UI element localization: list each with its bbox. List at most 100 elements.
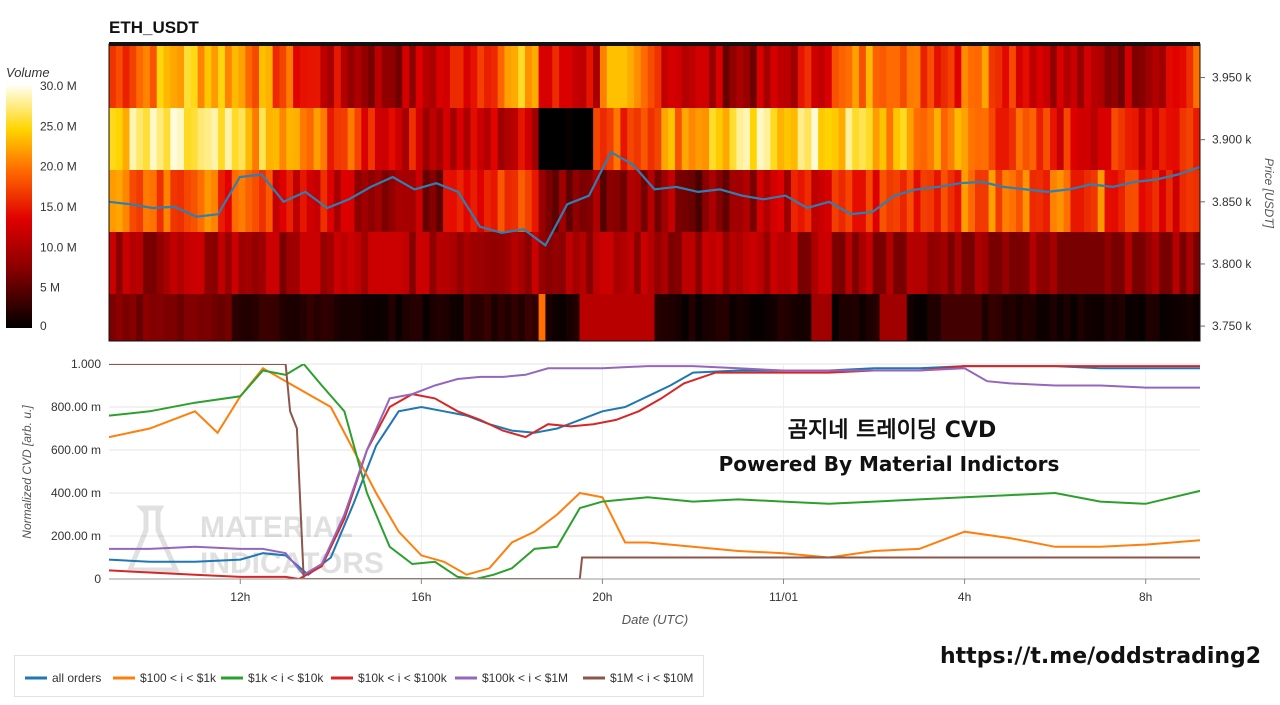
- heatmap-cell: [565, 232, 574, 294]
- heatmap-cell: [961, 46, 969, 108]
- heatmap-cell: [204, 46, 212, 108]
- heatmap-cell: [381, 232, 390, 294]
- heatmap-cell: [1077, 170, 1085, 232]
- heatmap-cell: [136, 108, 144, 170]
- heatmap-cell: [484, 170, 492, 232]
- heatmap-cell: [1043, 294, 1051, 341]
- heatmap-cell: [320, 46, 328, 108]
- heatmap-cell: [443, 294, 451, 341]
- heatmap-cell: [504, 46, 512, 108]
- heatmap-cell: [422, 232, 431, 294]
- heatmap-cell: [368, 108, 376, 170]
- heatmap-cell: [879, 294, 887, 341]
- heatmap-cell: [1043, 46, 1051, 108]
- heatmap-cell: [477, 232, 485, 294]
- heatmap-cell: [177, 294, 185, 341]
- heatmap-cell: [845, 46, 853, 108]
- heatmap-cell: [1118, 170, 1126, 232]
- heatmap-cell: [443, 232, 451, 294]
- heatmap-cell: [518, 294, 526, 341]
- heatmap-cell: [852, 294, 860, 341]
- heatmap-cell: [899, 170, 908, 232]
- heatmap-cell: [265, 108, 274, 170]
- cvd-series-line: [109, 365, 1200, 576]
- heatmap-cell: [456, 294, 465, 341]
- heatmap-cell: [661, 232, 669, 294]
- heatmap-cell: [1097, 294, 1106, 341]
- heatmap-cell: [313, 294, 321, 341]
- heatmap-cell: [1002, 108, 1010, 170]
- heatmap-cell: [722, 108, 731, 170]
- heatmap-cell: [1138, 294, 1147, 341]
- heatmap-cell: [661, 170, 669, 232]
- heatmap-cell: [259, 170, 267, 232]
- heatmap-cell: [334, 46, 342, 108]
- chart-title: ETH_USDT: [109, 18, 199, 37]
- heatmap-cell: [968, 232, 976, 294]
- heatmap-cell: [1090, 46, 1099, 108]
- heatmap-cell: [463, 108, 471, 170]
- price-axis: 3.750 k 3.800 k 3.850 k 3.900 k 3.950 k: [1200, 71, 1252, 333]
- heatmap-cell: [204, 170, 212, 232]
- heatmap-cell: [190, 170, 199, 232]
- heatmap-cell: [620, 294, 628, 341]
- heatmap-cell: [409, 46, 417, 108]
- heatmap-cell: [770, 108, 778, 170]
- heatmap-cell: [838, 294, 847, 341]
- cvd-y-tick-label: 400.00 m: [51, 486, 101, 500]
- watermark-text: MATERIAL: [200, 511, 353, 544]
- heatmap-cell: [368, 294, 376, 341]
- heatmap-cell: [429, 108, 437, 170]
- heatmap-cell: [436, 294, 444, 341]
- heatmap-cell: [395, 170, 403, 232]
- heatmap-cell: [790, 108, 799, 170]
- heatmap-cell: [559, 108, 567, 170]
- heatmap-cell: [1111, 232, 1119, 294]
- heatmap-cell: [886, 232, 894, 294]
- heatmap-cell: [218, 108, 226, 170]
- heatmap-cell: [722, 294, 731, 341]
- heatmap-cell: [899, 46, 908, 108]
- heatmap-cell: [170, 170, 178, 232]
- heatmap-cell: [1145, 294, 1153, 341]
- heatmap-cell: [1009, 46, 1017, 108]
- heatmap-cell: [1118, 108, 1126, 170]
- heatmap-cell: [688, 108, 697, 170]
- heatmap-cell: [1159, 232, 1167, 294]
- heatmap-cell: [470, 170, 478, 232]
- heatmap-cell: [1111, 170, 1119, 232]
- heatmap-cell: [770, 170, 778, 232]
- heatmap-cell: [913, 232, 922, 294]
- heatmap-cell: [415, 294, 424, 341]
- heatmap-cell: [1159, 294, 1167, 341]
- price-tick-label: 3.900 k: [1212, 133, 1252, 147]
- heatmap-cell: [565, 108, 574, 170]
- heatmap-cell: [695, 232, 703, 294]
- cvd-x-tick-label: 4h: [958, 590, 971, 604]
- heatmap-cell: [995, 294, 1003, 341]
- heatmap-cell: [1145, 170, 1153, 232]
- heatmap-cell: [784, 108, 792, 170]
- heatmap-cell: [715, 108, 724, 170]
- heatmap-cell: [368, 232, 376, 294]
- heatmap-cell: [149, 108, 158, 170]
- heatmap-cell: [552, 170, 560, 232]
- heatmap-cell: [818, 294, 826, 341]
- heatmap-cell: [245, 46, 253, 108]
- heatmap-cell: [1172, 294, 1181, 341]
- heatmap-cell: [245, 108, 253, 170]
- colorbar-tick-label: 30.0 M: [40, 79, 77, 93]
- heatmap-cell: [797, 232, 806, 294]
- heatmap-cell: [1131, 46, 1140, 108]
- heatmap-cell: [668, 232, 676, 294]
- heatmap-cell: [190, 294, 199, 341]
- telegram-link[interactable]: https://t.me/oddstrading2: [940, 644, 1262, 669]
- heatmap-cell: [906, 46, 915, 108]
- colorbar: [6, 86, 32, 328]
- heatmap-cell: [606, 46, 615, 108]
- heatmap-cell: [156, 108, 165, 170]
- heatmap-cell: [661, 294, 669, 341]
- heatmap-cell: [1097, 46, 1106, 108]
- cvd-y-tick-label: 0: [94, 572, 101, 586]
- heatmap-cell: [811, 108, 819, 170]
